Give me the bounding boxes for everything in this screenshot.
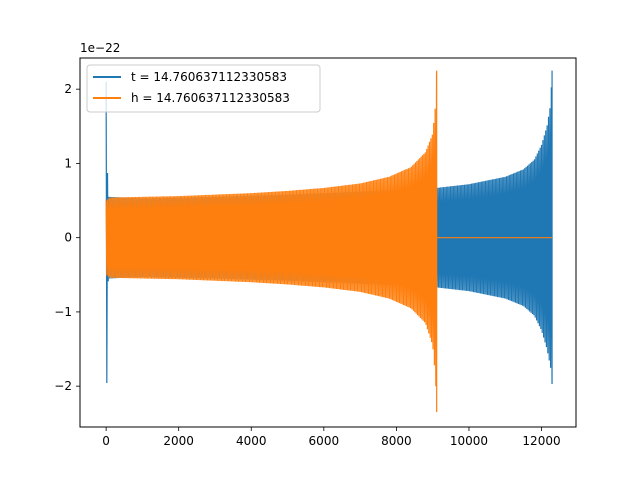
legend-label-t: t = 14.760637112330583 <box>131 70 287 84</box>
y-tick-label: −1 <box>54 305 72 319</box>
axes-frame <box>79 57 577 428</box>
x-tick-label: 2000 <box>163 434 194 448</box>
y-tick-label: 1 <box>64 156 72 170</box>
x-tick-label: 4000 <box>236 434 267 448</box>
y-offset-label: 1e−22 <box>80 41 120 55</box>
x-tick-label: 8000 <box>381 434 412 448</box>
x-tick-label: 0 <box>102 434 110 448</box>
y-tick-label: 2 <box>64 82 72 96</box>
legend: t = 14.760637112330583 h = 14.7606371123… <box>86 64 321 113</box>
legend-box <box>86 64 321 113</box>
y-tick-label: 0 <box>64 231 72 245</box>
y-tick-label: −2 <box>54 379 72 393</box>
legend-label-h: h = 14.760637112330583 <box>131 91 290 105</box>
x-tick-label: 10000 <box>450 434 488 448</box>
x-axis: 0 2000 4000 6000 8000 10000 12000 <box>102 427 561 448</box>
series-layer <box>105 70 553 413</box>
y-axis: −2 −1 0 1 2 <box>54 82 80 393</box>
x-tick-label: 6000 <box>309 434 340 448</box>
series-line-h <box>105 70 553 413</box>
x-tick-label: 12000 <box>522 434 560 448</box>
